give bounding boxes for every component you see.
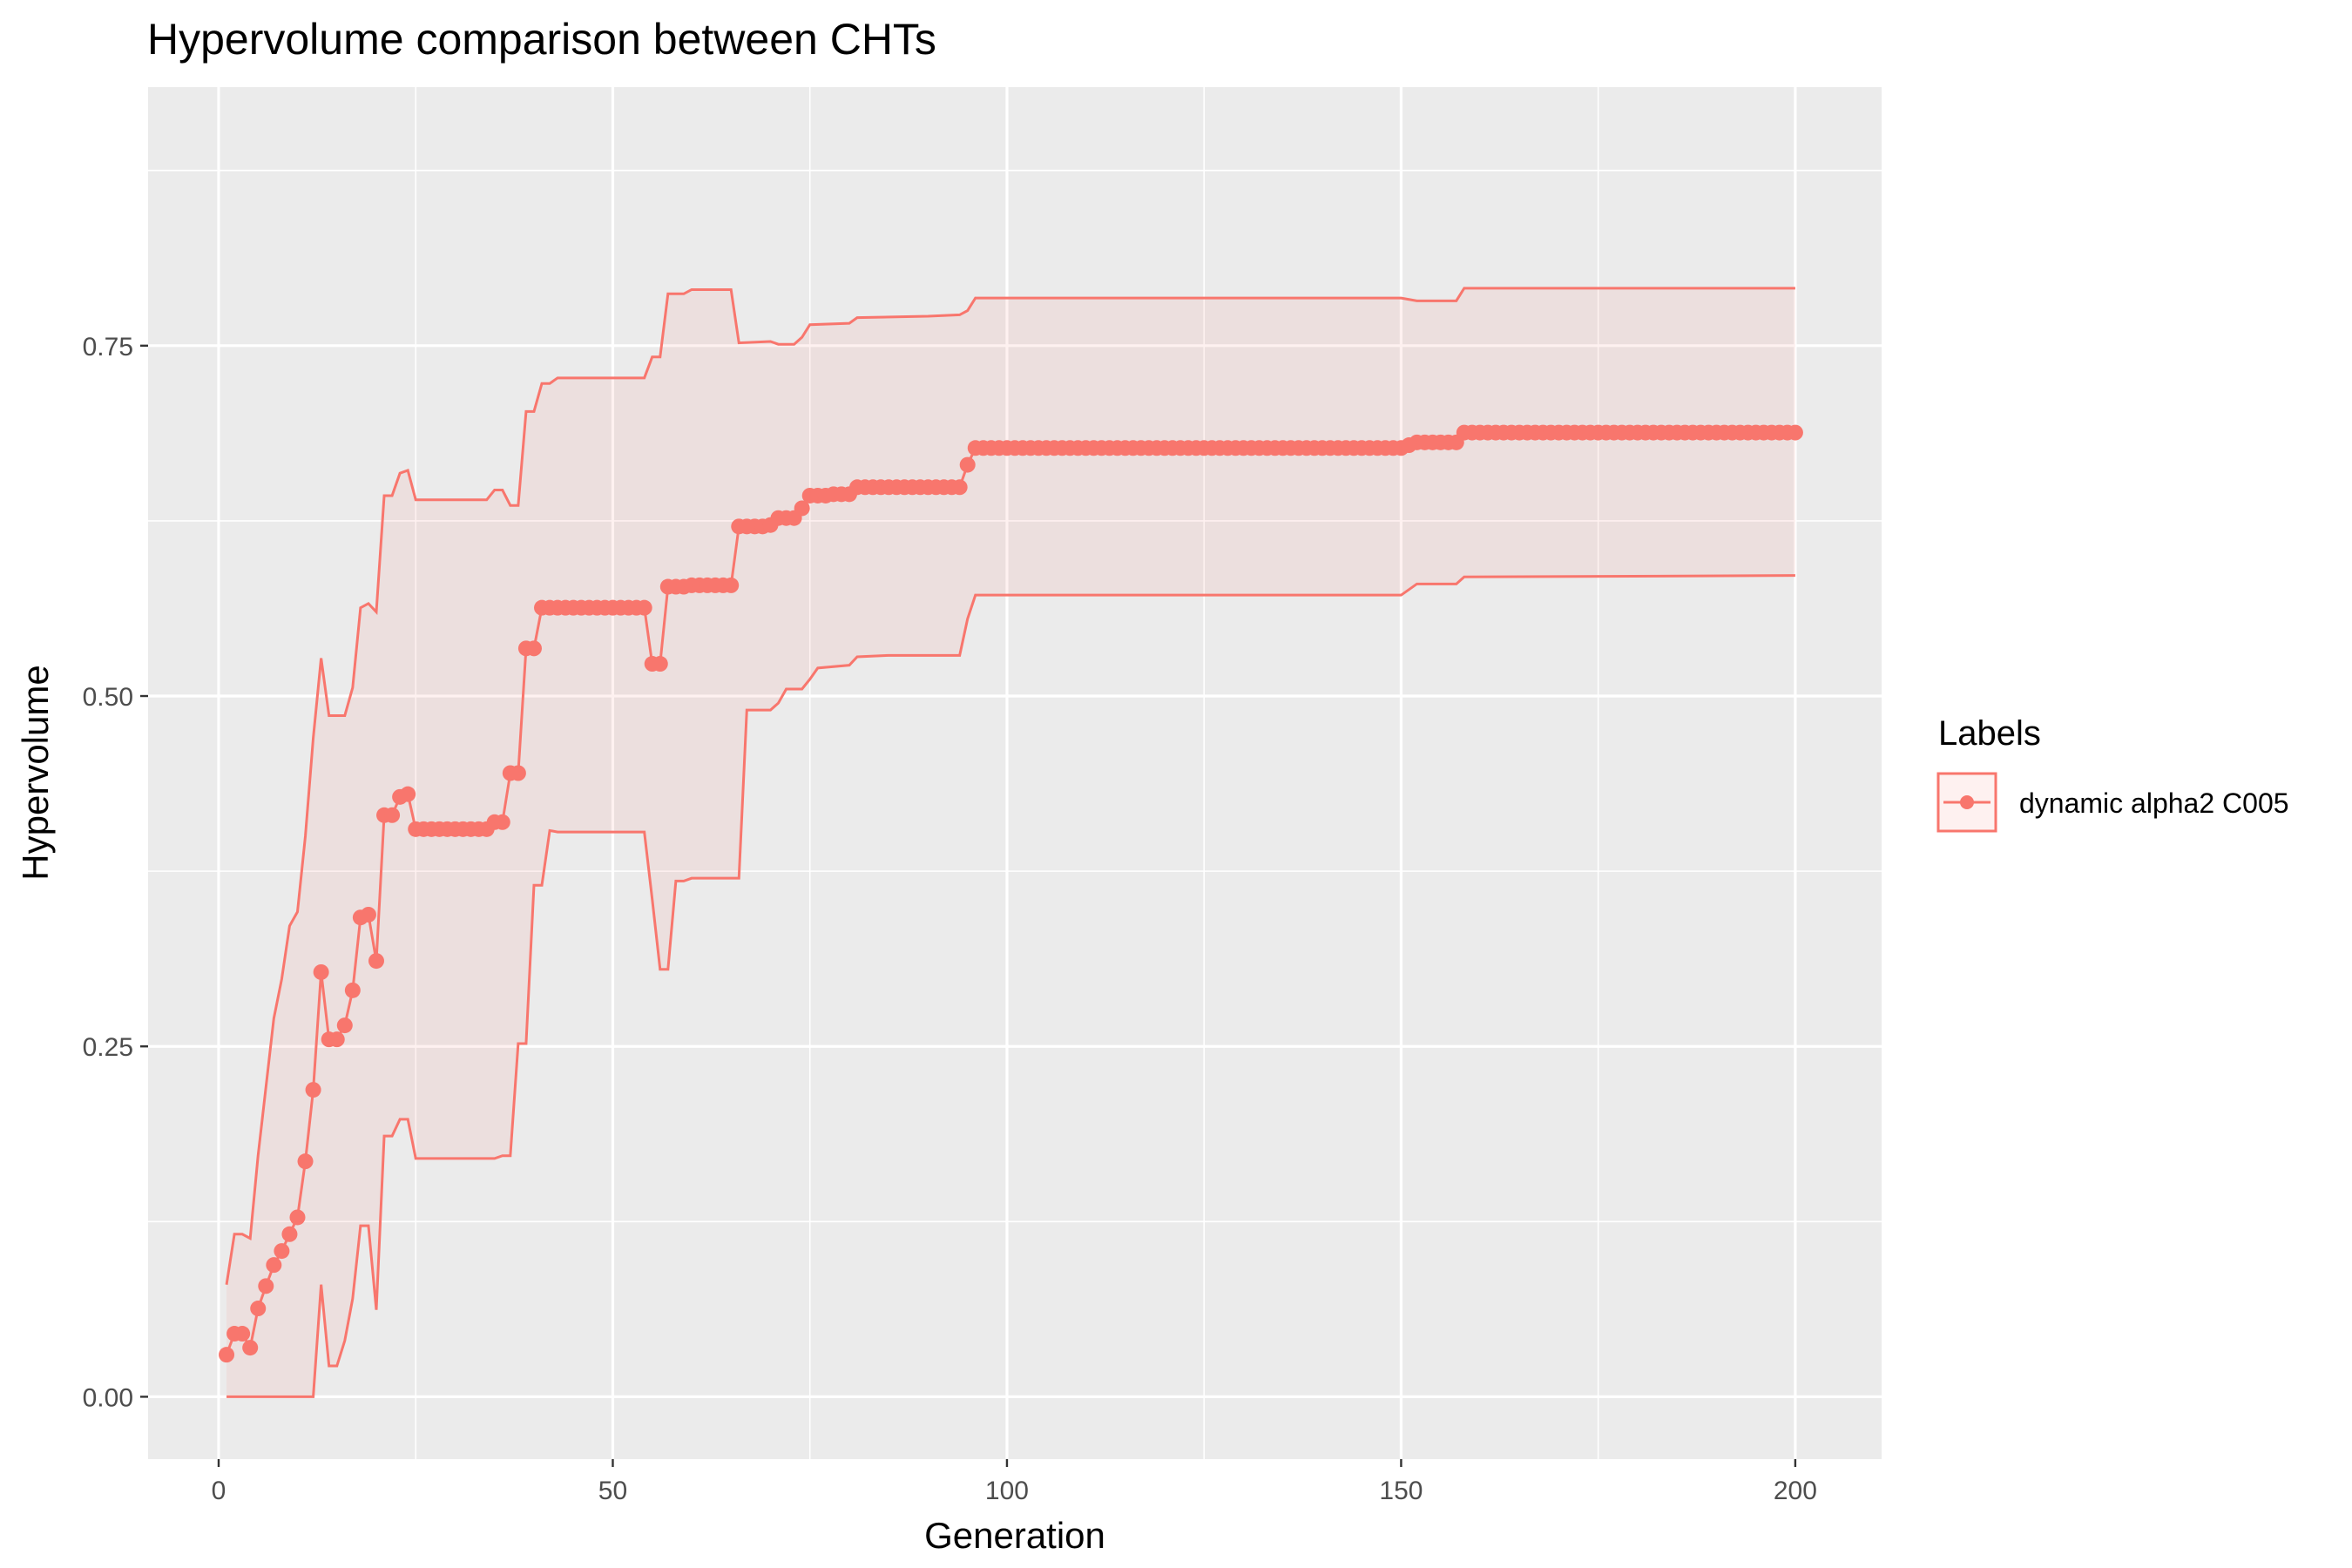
mean-point: [297, 1153, 314, 1170]
mean-point: [344, 982, 361, 998]
mean-point: [305, 1082, 321, 1098]
x-tick-label: 200: [1774, 1477, 1817, 1505]
mean-point: [274, 1243, 290, 1260]
chart-title: Hypervolume comparison between CHTs: [147, 15, 936, 64]
mean-point: [525, 640, 542, 657]
x-axis: 0 50 100 150 200: [212, 1459, 1817, 1505]
x-tick-label: 0: [212, 1477, 226, 1505]
legend: Labels dynamic alpha2 C005: [1936, 714, 2289, 833]
mean-point: [289, 1209, 306, 1226]
x-tick-label: 50: [598, 1477, 627, 1505]
y-axis: 0.00 0.25 0.50 0.75: [83, 333, 148, 1412]
y-tick-label: 0.00: [83, 1383, 133, 1412]
mean-point: [794, 500, 810, 517]
x-axis-title: Generation: [924, 1515, 1105, 1556]
x-tick-label: 100: [985, 1477, 1029, 1505]
mean-point: [510, 765, 526, 781]
mean-point: [368, 953, 384, 970]
mean-point: [281, 1226, 298, 1242]
y-tick-label: 0.75: [83, 333, 133, 362]
mean-point: [219, 1347, 235, 1363]
grid-minor: [148, 87, 1882, 1459]
mean-point: [328, 1031, 345, 1048]
legend-title: Labels: [1938, 714, 2041, 753]
mean-point: [336, 1017, 353, 1034]
ribbon-band: [226, 287, 1795, 1397]
y-tick-label: 0.50: [83, 683, 133, 712]
plot-panel: [148, 87, 1882, 1459]
series-layer: [219, 287, 1803, 1398]
mean-point: [723, 577, 740, 593]
mean-point: [313, 963, 329, 980]
mean-point: [652, 656, 668, 672]
legend-label: dynamic alpha2 C005: [2019, 787, 2289, 819]
mean-point: [959, 456, 976, 473]
mean-point: [951, 479, 968, 496]
mean-point: [384, 807, 401, 823]
legend-key-point: [1960, 795, 1974, 809]
mean-point: [400, 786, 416, 802]
mean-point: [494, 814, 510, 830]
mean-point: [234, 1326, 251, 1342]
mean-point: [258, 1278, 274, 1294]
mean-point: [360, 906, 376, 923]
mean-point: [242, 1340, 259, 1356]
mean-point: [266, 1257, 282, 1274]
mean-point: [636, 599, 652, 616]
x-tick-label: 150: [1379, 1477, 1423, 1505]
y-tick-label: 0.25: [83, 1033, 133, 1062]
mean-point: [1787, 424, 1803, 441]
mean-point: [250, 1301, 267, 1317]
ribbon-lower-line: [226, 574, 1795, 1398]
ribbon-upper-line: [225, 287, 1795, 1285]
y-axis-title: Hypervolume: [15, 665, 56, 880]
grid-major: [148, 87, 1882, 1459]
